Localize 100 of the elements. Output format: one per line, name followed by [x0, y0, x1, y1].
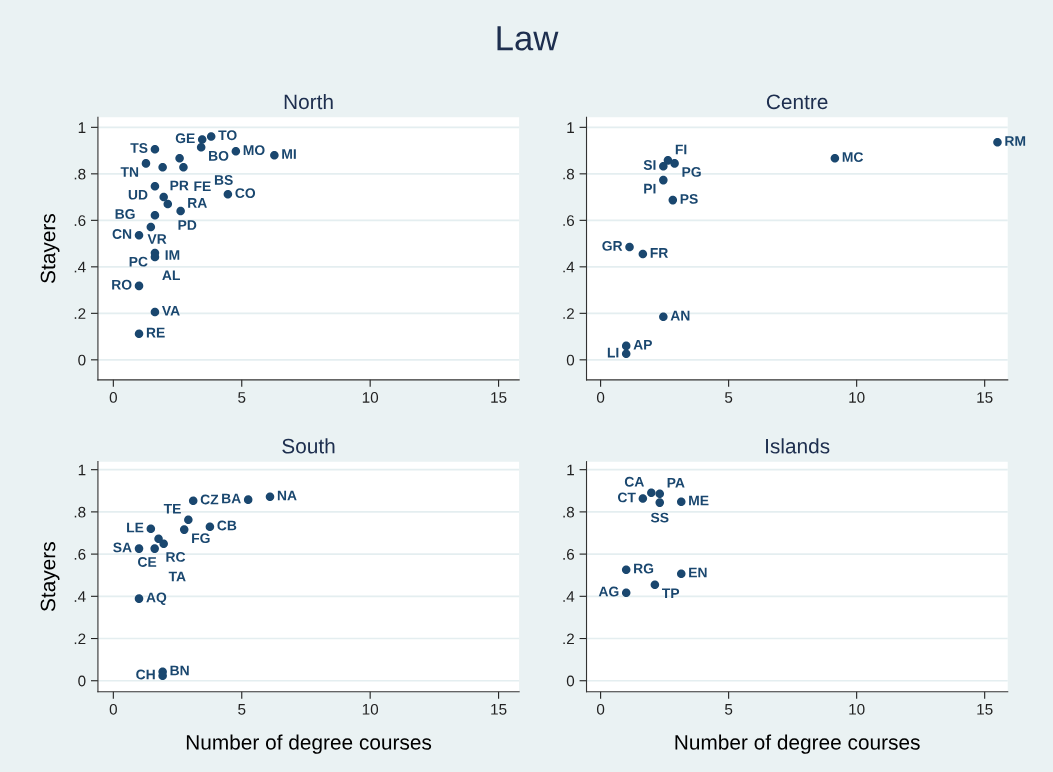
- y-tick-label: .6: [563, 548, 575, 560]
- point: [638, 249, 648, 259]
- point: [146, 524, 156, 534]
- annotation: RE: [146, 327, 165, 338]
- x-tick-label: 10: [849, 703, 865, 715]
- y-axis-title: Stayers: [40, 214, 60, 283]
- point: [175, 153, 184, 163]
- point: [647, 488, 656, 497]
- point: [243, 495, 253, 504]
- point: [163, 199, 173, 209]
- y-tick-label: 0: [566, 354, 575, 366]
- annotation: AG: [598, 586, 619, 597]
- y-tick-label: 1: [78, 464, 86, 476]
- x-tick-label: 15: [491, 704, 507, 715]
- x-tick-label: 15: [491, 392, 507, 403]
- annotation: UD: [128, 189, 148, 200]
- annotation: SI: [643, 160, 656, 170]
- annotation: FG: [192, 533, 210, 544]
- annotation: CB: [217, 520, 237, 531]
- annotation: FR: [650, 248, 669, 258]
- y-tick-label: .8: [563, 506, 575, 518]
- point: [150, 181, 160, 191]
- x-tick-label: 10: [849, 392, 865, 403]
- x-axis-title: Number of degree courses: [186, 734, 432, 754]
- point: [621, 565, 631, 574]
- point: [206, 132, 216, 141]
- annotation: MO: [243, 145, 265, 156]
- point: [668, 195, 678, 205]
- point: [154, 534, 163, 543]
- y-tick-label: 0: [78, 354, 86, 366]
- point: [159, 192, 168, 202]
- point: [134, 281, 144, 291]
- y-tick-label: .4: [74, 591, 86, 602]
- annotation: TA: [168, 571, 186, 582]
- point: [655, 489, 665, 499]
- annotation: RC: [166, 552, 186, 562]
- y-tick-label: .4: [563, 591, 575, 602]
- annotation: RG: [634, 563, 654, 574]
- point: [179, 163, 188, 172]
- annotation: PS: [680, 194, 698, 204]
- x-tick-label: 10: [362, 392, 379, 403]
- annotation: MI: [282, 149, 296, 159]
- point: [993, 137, 1002, 147]
- point: [196, 143, 206, 152]
- point: [676, 497, 686, 507]
- annotation: CN: [112, 229, 132, 239]
- x-tick-label: 0: [596, 392, 605, 403]
- point: [134, 594, 144, 603]
- annotation: AP: [633, 339, 652, 350]
- annotation: BS: [214, 175, 233, 185]
- annotation: GE: [175, 133, 195, 144]
- annotation: AN: [670, 310, 690, 321]
- annotation: CZ: [200, 494, 219, 505]
- annotation: BO: [209, 150, 229, 161]
- annotation: TN: [120, 167, 139, 177]
- annotation: PG: [682, 166, 701, 177]
- annotation: EN: [689, 567, 707, 578]
- y-tick-label: .8: [74, 168, 86, 180]
- point: [197, 135, 207, 144]
- point: [150, 144, 160, 154]
- annotation: RA: [188, 198, 207, 208]
- annotation: GR: [602, 240, 623, 251]
- annotation: PA: [667, 478, 685, 488]
- annotation: SA: [113, 542, 132, 553]
- y-tick-label: 1: [567, 464, 574, 476]
- annotation: TE: [163, 504, 181, 514]
- annotation: VR: [147, 234, 167, 244]
- annotation: BN: [170, 665, 189, 676]
- x-tick-label: 5: [238, 392, 246, 403]
- point: [659, 161, 668, 171]
- point: [270, 150, 279, 160]
- chart-title: Law: [497, 26, 559, 51]
- x-tick-label: 15: [977, 392, 993, 403]
- annotation: ME: [689, 495, 709, 506]
- point: [179, 525, 189, 534]
- point: [621, 349, 631, 359]
- annotation: PC: [129, 256, 148, 267]
- annotation: IM: [165, 250, 180, 260]
- chart-subtitle: South: [282, 438, 335, 454]
- x-tick-label: 5: [724, 704, 733, 715]
- annotation: NA: [277, 490, 297, 501]
- annotation: RO: [112, 279, 132, 290]
- point: [158, 163, 167, 172]
- point: [650, 580, 660, 589]
- annotation: LI: [607, 347, 619, 358]
- point: [676, 569, 686, 579]
- annotation: AQ: [146, 592, 167, 605]
- annotation: CT: [617, 492, 636, 503]
- point: [184, 515, 193, 524]
- chart-subtitle: Centre: [766, 94, 828, 110]
- annotation: PD: [178, 220, 197, 230]
- y-tick-label: .2: [563, 308, 574, 319]
- annotation: BA: [222, 493, 241, 504]
- y-tick-label: 1: [567, 122, 574, 133]
- point: [621, 588, 631, 598]
- point: [141, 159, 151, 168]
- annotation: FE: [194, 181, 211, 192]
- y-tick-label: 1: [78, 122, 86, 133]
- chart-subtitle: Islands: [766, 438, 830, 454]
- y-tick-label: .8: [74, 506, 86, 518]
